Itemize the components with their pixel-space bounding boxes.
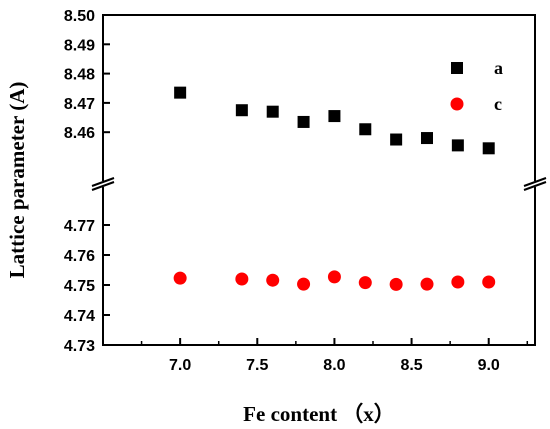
axis-break-mark bbox=[523, 181, 547, 191]
axis-break-gap bbox=[99, 181, 107, 187]
axis-break-mark bbox=[523, 177, 547, 187]
point-c bbox=[297, 277, 311, 291]
y-tick-label-upper: 8.47 bbox=[64, 96, 95, 113]
x-tick-label: 7.5 bbox=[246, 357, 268, 374]
axis-ticks bbox=[103, 14, 529, 346]
y-axis-title: Lattice parameter (A) bbox=[5, 82, 29, 279]
y-tick-label-upper: 8.48 bbox=[64, 67, 95, 84]
point-c bbox=[235, 272, 249, 286]
point-c bbox=[327, 270, 341, 284]
x-tick-label: 8.0 bbox=[323, 357, 345, 374]
point-a bbox=[421, 132, 433, 145]
point-c bbox=[482, 275, 496, 289]
point-a bbox=[451, 139, 464, 152]
point-a bbox=[266, 105, 279, 118]
point-a bbox=[482, 142, 495, 155]
point-a bbox=[235, 104, 248, 117]
y-tick-label-upper: 8.46 bbox=[64, 125, 95, 142]
y-tick-label-lower: 4.75 bbox=[64, 278, 95, 295]
point-c bbox=[389, 277, 403, 291]
axis-break bbox=[91, 177, 547, 191]
point-a bbox=[390, 133, 403, 146]
legend: ac bbox=[450, 58, 503, 114]
legend-label-a: a bbox=[494, 58, 503, 78]
axis-break-gap bbox=[531, 181, 539, 187]
point-c bbox=[266, 273, 280, 287]
y-tick-label-lower: 4.76 bbox=[64, 248, 95, 265]
point-a bbox=[297, 115, 310, 128]
y-tick-label-lower: 4.77 bbox=[64, 218, 95, 235]
point-c bbox=[173, 271, 187, 285]
point-a bbox=[328, 110, 341, 123]
point-c bbox=[358, 276, 372, 290]
legend-label-c: c bbox=[494, 94, 502, 114]
x-tick-label: 7.0 bbox=[169, 357, 191, 374]
point-a bbox=[359, 123, 372, 136]
axis-break-mark bbox=[91, 181, 115, 191]
legend-marker-a bbox=[451, 62, 463, 74]
axis-tick-labels: 7.0 7.5 8.0 8.5 9.0 8.46 8.47 8.48 8.49 8.50 4.73 4… bbox=[64, 8, 500, 374]
point-a bbox=[174, 86, 187, 99]
axis-break-mark bbox=[91, 177, 115, 187]
x-axis-title: Fe content （x） bbox=[243, 402, 395, 426]
point-c bbox=[420, 277, 434, 291]
point-c bbox=[451, 275, 465, 289]
x-tick-label: 8.5 bbox=[400, 357, 422, 374]
y-tick-label-upper: 8.50 bbox=[64, 8, 95, 25]
y-tick-label-lower: 4.74 bbox=[64, 308, 95, 325]
y-tick-label-upper: 8.49 bbox=[64, 37, 95, 54]
plot-frame bbox=[102, 14, 536, 346]
legend-marker-c bbox=[450, 97, 464, 111]
data-points bbox=[173, 86, 496, 291]
x-tick-label: 9.0 bbox=[478, 357, 500, 374]
y-tick-label-lower: 4.73 bbox=[64, 338, 95, 355]
